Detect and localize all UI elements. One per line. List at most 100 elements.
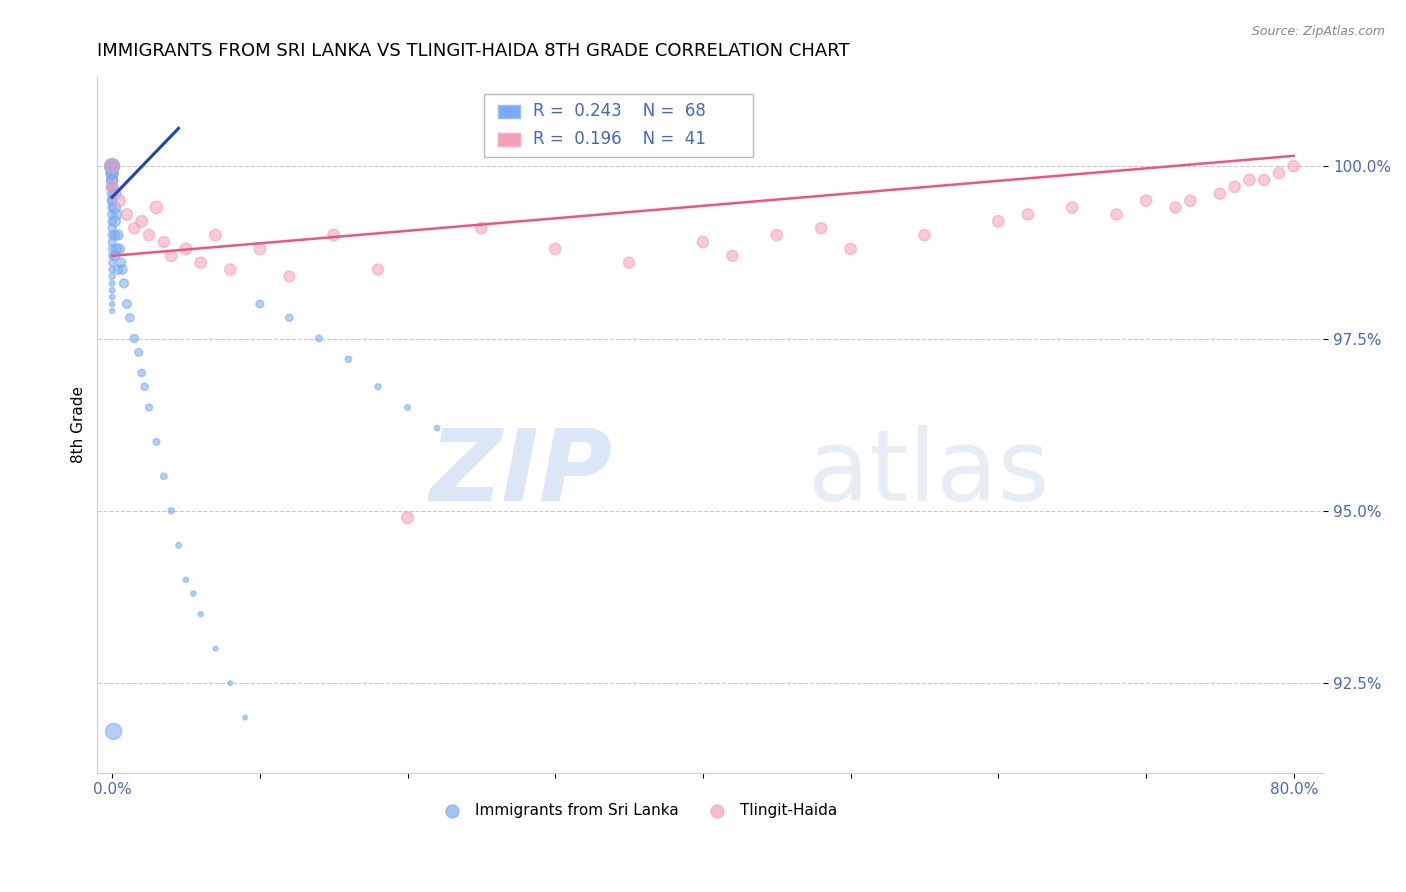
Point [101, 179, 124, 194]
Point [1223, 179, 1246, 194]
FancyBboxPatch shape [484, 94, 754, 157]
Point [249, 297, 271, 311]
Point [108, 194, 131, 208]
Text: IMMIGRANTS FROM SRI LANKA VS TLINGIT-HAIDA 8TH GRADE CORRELATION CHART: IMMIGRANTS FROM SRI LANKA VS TLINGIT-HAI… [97, 42, 851, 60]
Point [167, 538, 190, 552]
Point [107, 228, 129, 243]
Point [204, 228, 226, 243]
Point [1239, 173, 1261, 187]
Point [101, 173, 124, 187]
FancyBboxPatch shape [498, 133, 520, 145]
Point [153, 235, 176, 249]
Point [104, 186, 127, 201]
Point [160, 504, 183, 518]
Point [153, 469, 176, 483]
Point [145, 434, 167, 449]
Point [138, 401, 160, 415]
FancyBboxPatch shape [498, 105, 520, 118]
Point [101, 283, 124, 297]
Point [101, 159, 124, 173]
Point [987, 214, 1010, 228]
Point [101, 255, 124, 269]
Point [105, 207, 128, 221]
Text: atlas: atlas [808, 425, 1050, 522]
Point [115, 297, 138, 311]
Point [105, 242, 128, 256]
Point [128, 345, 150, 359]
Point [183, 586, 205, 600]
Point [1105, 207, 1128, 221]
Point [101, 173, 124, 187]
Point [101, 159, 124, 173]
Point [396, 510, 419, 524]
Point [101, 228, 124, 243]
Point [124, 331, 146, 345]
Point [1180, 194, 1202, 208]
Point [721, 249, 744, 263]
Point [160, 249, 183, 263]
Point [174, 242, 197, 256]
Point [101, 194, 124, 208]
Text: R =  0.243    N =  68: R = 0.243 N = 68 [533, 103, 706, 120]
Point [190, 607, 212, 622]
Point [131, 214, 153, 228]
Point [204, 641, 226, 656]
Point [544, 242, 567, 256]
Point [101, 290, 124, 304]
Point [101, 235, 124, 249]
Point [1164, 201, 1187, 215]
Point [124, 221, 146, 235]
Point [1268, 166, 1291, 180]
Point [101, 214, 124, 228]
Point [145, 201, 167, 215]
Point [1062, 201, 1084, 215]
Point [138, 228, 160, 243]
Point [617, 255, 640, 269]
Point [101, 304, 124, 318]
Point [108, 242, 131, 256]
Point [101, 221, 124, 235]
Point [810, 221, 832, 235]
Text: R =  0.196    N =  41: R = 0.196 N = 41 [533, 130, 706, 148]
Point [104, 249, 127, 263]
Point [101, 262, 124, 277]
Text: Source: ZipAtlas.com: Source: ZipAtlas.com [1251, 25, 1385, 38]
Point [101, 269, 124, 284]
Point [101, 159, 124, 173]
Point [233, 710, 256, 724]
Point [101, 297, 124, 311]
Point [322, 228, 344, 243]
Point [426, 421, 449, 435]
Point [101, 159, 124, 173]
Point [337, 352, 360, 367]
Point [131, 366, 153, 380]
Point [101, 166, 124, 180]
Point [278, 310, 301, 325]
Point [134, 380, 156, 394]
Point [765, 228, 787, 243]
Point [101, 242, 124, 256]
Point [101, 201, 124, 215]
Point [1135, 194, 1157, 208]
Point [101, 249, 124, 263]
Point [103, 724, 125, 739]
Point [839, 242, 862, 256]
Point [101, 277, 124, 291]
Point [101, 186, 124, 201]
Point [470, 221, 492, 235]
Point [101, 166, 124, 180]
Point [118, 310, 141, 325]
Point [104, 228, 127, 243]
Point [101, 159, 124, 173]
Point [219, 676, 242, 690]
Text: ZIP: ZIP [429, 425, 612, 522]
Point [110, 255, 132, 269]
Point [1017, 207, 1039, 221]
Point [249, 242, 271, 256]
Point [308, 331, 330, 345]
Point [101, 159, 124, 173]
Point [692, 235, 714, 249]
Point [101, 194, 124, 208]
Y-axis label: 8th Grade: 8th Grade [72, 386, 86, 463]
Point [111, 262, 134, 277]
